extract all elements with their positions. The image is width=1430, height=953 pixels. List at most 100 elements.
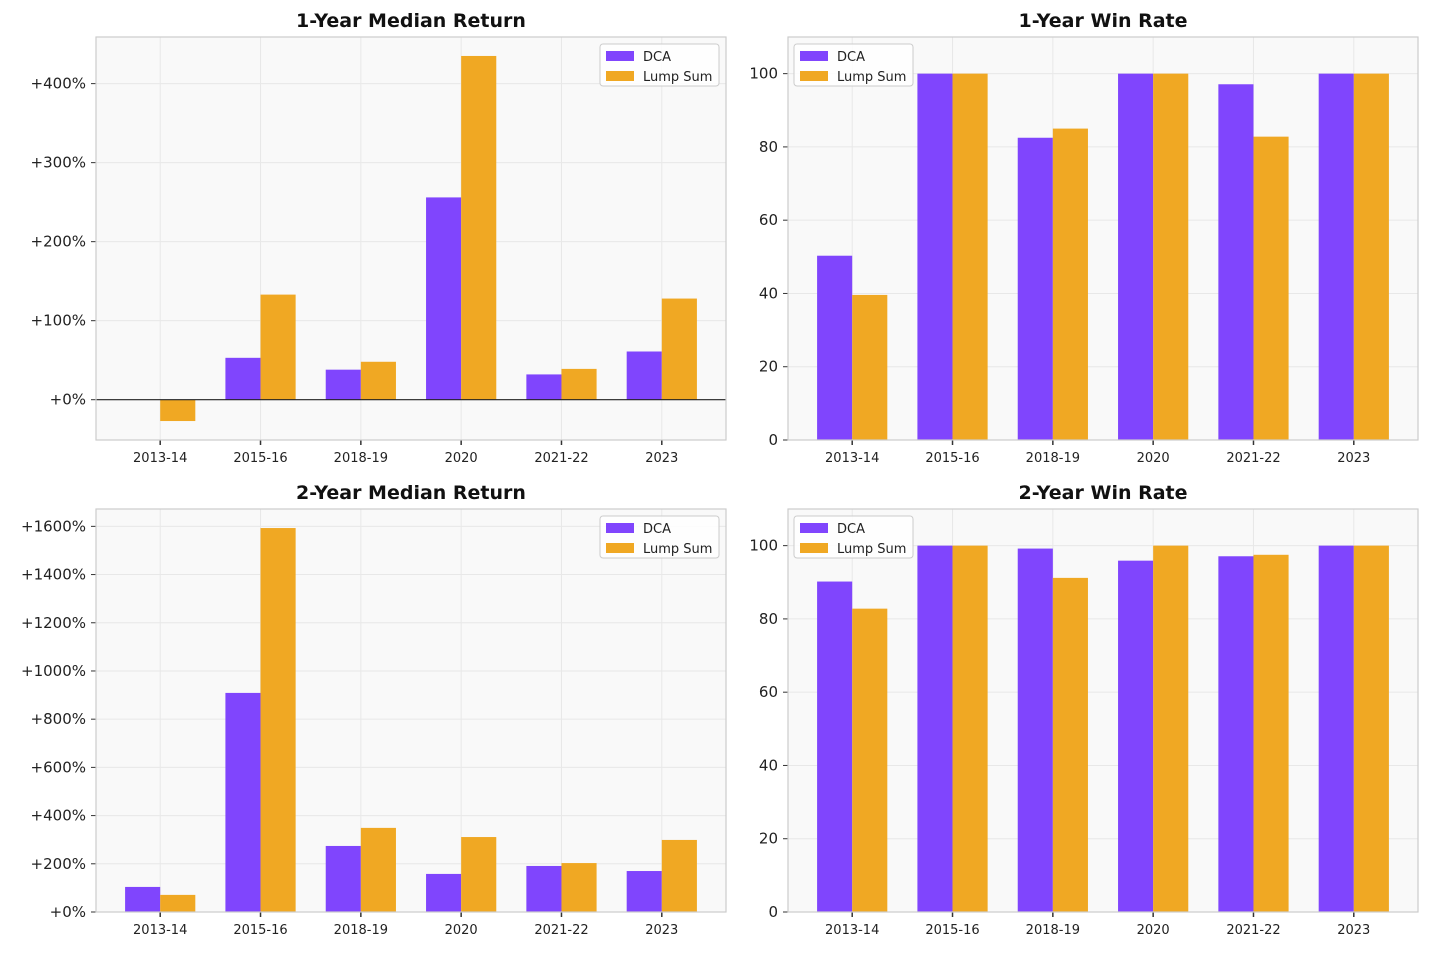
xtick-label: 2020: [1137, 451, 1170, 466]
ytick-label: +200%: [31, 855, 86, 873]
bar-dca-2013-14: [817, 581, 853, 912]
bar-lump-sum-2013-14: [852, 608, 888, 912]
legend: DCA Lump Sum: [793, 43, 914, 87]
xtick-label: 2023: [1337, 923, 1370, 938]
ytick-label: 20: [759, 830, 778, 848]
chart-panel-3: +0% +200% +400% +600% +800% +1000% +1200% +1400…: [21, 482, 727, 938]
ytick-label: 0: [768, 431, 778, 449]
bar-dca-2015-16: [225, 692, 261, 912]
ytick-label: 100: [749, 65, 778, 83]
bar-dca-2020: [1118, 73, 1154, 441]
legend-label: Lump Sum: [643, 542, 712, 557]
plot-area: [96, 37, 726, 440]
bar-lump-sum-2015-16: [952, 545, 988, 912]
bar-dca-2021-22: [526, 865, 562, 912]
ytick-label: +0%: [50, 391, 86, 409]
xtick-label: 2021-22: [534, 923, 588, 938]
xtick-label: 2018-19: [1026, 451, 1080, 466]
bar-dca-2013-14: [817, 255, 853, 440]
xtick-label: 2023: [645, 923, 678, 938]
legend-swatch-lump-sum: [800, 71, 828, 81]
ytick-label: +400%: [31, 75, 86, 93]
ytick-label: 0: [768, 903, 778, 921]
ytick-label: +0%: [50, 903, 86, 921]
bar-lump-sum-2020: [461, 55, 497, 400]
bar-dca-2020: [426, 873, 462, 912]
xtick-label: 2023: [1337, 451, 1370, 466]
xtick-label: 2015-16: [233, 923, 287, 938]
chart-title: 2-Year Win Rate: [1018, 482, 1187, 504]
legend-label: DCA: [837, 522, 865, 537]
chart-title: 1-Year Median Return: [296, 10, 526, 32]
plot-border: [787, 508, 1419, 913]
bar-lump-sum-2018-19: [1052, 128, 1088, 440]
xtick-label: 2018-19: [334, 451, 388, 466]
ytick-label: 40: [759, 284, 778, 302]
legend-label: Lump Sum: [643, 70, 712, 85]
bar-lump-sum-2023: [1353, 545, 1389, 912]
plot-border: [95, 508, 727, 913]
bar-dca-2021-22: [1218, 556, 1254, 912]
ytick-label: +300%: [31, 154, 86, 172]
plot-border: [787, 36, 1419, 441]
legend-label: DCA: [643, 50, 671, 65]
bar-lump-sum-2021-22: [561, 368, 597, 400]
bar-lump-sum-2023: [661, 298, 697, 400]
bar-lump-sum-2013-14: [852, 294, 888, 440]
ytick-label: +100%: [31, 312, 86, 330]
xtick-label: 2018-19: [1026, 923, 1080, 938]
ytick-label: 60: [759, 683, 778, 701]
xtick-label: 2013-14: [825, 451, 879, 466]
legend-label: DCA: [643, 522, 671, 537]
legend: DCA Lump Sum: [793, 515, 914, 559]
ytick-label: +800%: [31, 710, 86, 728]
bar-lump-sum-2021-22: [561, 863, 597, 912]
bar-lump-sum-2020: [1153, 545, 1189, 912]
bar-dca-2015-16: [917, 545, 953, 912]
bar-lump-sum-2023: [661, 839, 697, 912]
xtick-label: 2018-19: [334, 923, 388, 938]
legend-swatch-lump-sum: [606, 543, 634, 553]
legend-swatch-lump-sum: [606, 71, 634, 81]
bar-dca-2013-14: [125, 886, 161, 912]
ytick-label: 100: [749, 537, 778, 555]
ytick-label: +1400%: [21, 566, 86, 584]
bar-dca-2018-19: [1017, 137, 1053, 440]
ytick-label: +1200%: [21, 614, 86, 632]
xtick-label: 2020: [445, 451, 478, 466]
bar-dca-2023: [1318, 545, 1354, 912]
bar-dca-2020: [1118, 560, 1154, 912]
chart-panel-1: +0% +100% +200% +300% +400% 2013-14 2015-16 201…: [31, 10, 727, 466]
ytick-label: +400%: [31, 807, 86, 825]
bar-lump-sum-2021-22: [1253, 554, 1289, 912]
xtick-label: 2013-14: [133, 923, 187, 938]
xtick-label: 2021-22: [1226, 923, 1280, 938]
chart-title: 2-Year Median Return: [296, 482, 526, 504]
bar-lump-sum-2020: [1153, 73, 1189, 441]
legend: DCA Lump Sum: [599, 515, 720, 559]
bar-lump-sum-2023: [1353, 73, 1389, 441]
legend-label: DCA: [837, 50, 865, 65]
bar-dca-2023: [626, 871, 662, 912]
legend-swatch-dca: [800, 523, 828, 533]
bar-dca-2023: [626, 351, 662, 400]
bar-dca-2018-19: [325, 369, 361, 400]
bar-lump-sum-2013-14: [160, 399, 196, 422]
xtick-label: 2021-22: [1226, 451, 1280, 466]
xtick-label: 2015-16: [233, 451, 287, 466]
bar-dca-2015-16: [917, 73, 953, 441]
bar-dca-2018-19: [1017, 548, 1053, 912]
ytick-label: +1600%: [21, 517, 86, 535]
xtick-label: 2015-16: [925, 923, 979, 938]
plot-area: [96, 509, 726, 912]
chart-panel-4: 0 20 40 60 80 100 2013-14 2015-16 2018-19 2020 202…: [749, 482, 1419, 938]
ytick-label: 60: [759, 211, 778, 229]
plot-area: [788, 509, 1418, 912]
bar-lump-sum-2018-19: [360, 827, 396, 912]
plot-area: [788, 37, 1418, 440]
bar-lump-sum-2015-16: [260, 294, 296, 400]
bar-dca-2018-19: [325, 845, 361, 912]
xtick-label: 2015-16: [925, 451, 979, 466]
xtick-label: 2023: [645, 451, 678, 466]
ytick-label: +1000%: [21, 662, 86, 680]
